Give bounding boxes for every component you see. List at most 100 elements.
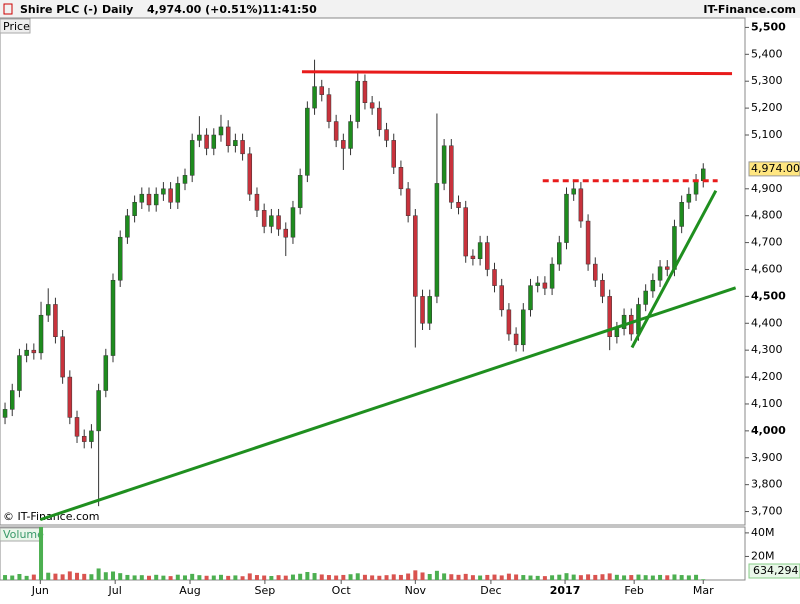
candle-body: [89, 430, 94, 442]
volume-bar: [650, 575, 655, 580]
volume-bar: [614, 574, 619, 580]
trendline: [301, 70, 733, 76]
volume-bar: [701, 579, 706, 580]
volume-bar: [46, 572, 51, 580]
candle-body: [261, 210, 267, 227]
volume-bar: [298, 573, 303, 580]
y-tick-label: 3,700: [751, 505, 783, 518]
volume-bar: [305, 571, 310, 580]
y-tick-label: 4,800: [751, 209, 783, 222]
header-icon: [3, 3, 13, 15]
candle-body: [67, 376, 73, 418]
candle-body: [679, 201, 684, 227]
candle-body: [81, 435, 87, 442]
candle-body: [240, 140, 245, 155]
last-volume-box: [748, 563, 800, 579]
volume-bar: [557, 574, 562, 580]
candle-body: [305, 107, 310, 176]
candle-body: [269, 215, 274, 227]
volume-bar: [226, 575, 231, 580]
candle-body: [153, 193, 159, 206]
y-tick-label: 4,900: [751, 182, 783, 195]
candle-body: [535, 282, 540, 286]
candle-body: [276, 215, 281, 230]
volume-bar: [355, 573, 360, 580]
candle-body: [470, 255, 476, 259]
volume-bar: [154, 574, 159, 580]
y-tick-label: 4,500: [751, 289, 786, 302]
candle-body: [283, 228, 289, 238]
volume-tick-label: 20M: [751, 549, 775, 562]
volume-bar: [17, 573, 22, 580]
volume-bar: [470, 575, 475, 580]
volume-bar: [456, 574, 461, 580]
volume-bar: [240, 576, 245, 580]
y-tick-label: 3,900: [751, 451, 783, 464]
y-tick-label: 4,700: [751, 236, 783, 249]
candle-body: [693, 180, 699, 195]
candle-body: [233, 140, 238, 147]
candle-body: [650, 279, 656, 292]
volume-bar: [168, 576, 173, 580]
last-volume-label: 634,294: [753, 564, 799, 577]
volume-bar: [175, 574, 180, 580]
volume-bar: [658, 574, 663, 580]
candle-body: [413, 215, 418, 297]
volume-bar: [629, 575, 634, 580]
candle-body: [341, 140, 346, 149]
volume-bar: [312, 573, 317, 580]
volume-bar: [218, 574, 223, 580]
volume-bar: [449, 574, 454, 580]
x-tick-label: Jun: [31, 584, 49, 597]
candle-body: [17, 355, 22, 391]
volume-bar: [53, 573, 58, 580]
volume-bar: [550, 575, 555, 580]
volume-bar: [413, 570, 418, 580]
candle-body: [391, 140, 396, 168]
volume-bar: [341, 574, 346, 580]
volume-bar: [665, 575, 670, 580]
volume-bar: [147, 575, 151, 580]
volume-bar: [679, 575, 684, 580]
volume-bar: [326, 575, 331, 580]
volume-bar: [31, 574, 36, 580]
volume-bar: [434, 570, 439, 580]
candle-body: [24, 349, 29, 356]
candle-body: [362, 80, 368, 103]
candle-body: [74, 417, 80, 437]
candle-body: [319, 86, 325, 95]
candle-body: [326, 94, 332, 122]
volume-bar: [643, 575, 648, 580]
volume-bar: [197, 575, 202, 580]
candle-body: [132, 201, 137, 216]
candle-body: [211, 134, 217, 149]
y-tick-label: 4,200: [751, 370, 783, 383]
candle-body: [420, 296, 425, 324]
volume-bar: [694, 574, 699, 580]
price-tag: [0, 18, 31, 34]
volume-bar: [211, 575, 216, 580]
candle-body: [45, 304, 51, 316]
volume-bar: [521, 575, 526, 580]
volume-bar: [290, 574, 295, 580]
volume-bar: [247, 573, 252, 580]
volume-bar: [125, 574, 130, 580]
candle-body: [38, 314, 44, 354]
volume-bar: [283, 575, 288, 580]
volume-bar: [406, 573, 411, 580]
quote: 4,974.00 (+0.51%): [147, 3, 263, 16]
volume-bar: [370, 575, 375, 580]
candle-body: [225, 126, 231, 147]
x-tick-label: Oct: [332, 584, 352, 597]
volume-bar: [204, 575, 209, 580]
volume-bar: [506, 573, 511, 580]
candle-body: [355, 80, 360, 122]
volume-bar: [622, 575, 627, 580]
x-tick-label: Mar: [693, 584, 714, 597]
candle-body: [333, 121, 339, 141]
volume-bar: [334, 575, 339, 580]
y-tick-label: 4,100: [751, 397, 783, 410]
volume-bar: [478, 575, 483, 580]
volume-bar: [132, 575, 137, 580]
